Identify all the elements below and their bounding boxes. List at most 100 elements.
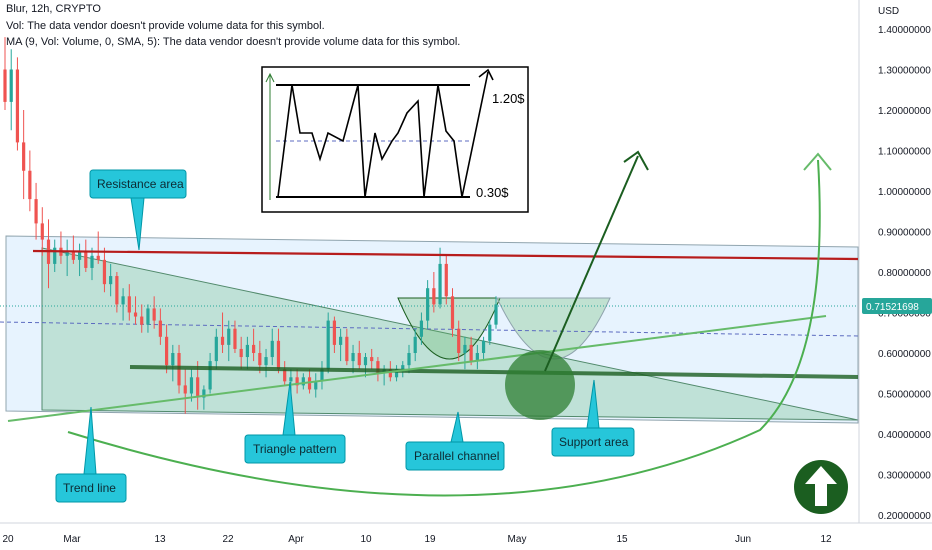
price-tick-label: 0.80000000 [878, 268, 931, 279]
candle-down [40, 223, 44, 240]
candle-up [53, 247, 57, 264]
candle-up [171, 353, 175, 366]
candle-down [196, 377, 200, 398]
candle-down [432, 288, 436, 305]
candle-up [314, 381, 318, 390]
candle-up [77, 251, 82, 260]
date-tick-label: Apr [288, 534, 304, 545]
callout-support[interactable]: Support area [551, 379, 635, 457]
trend-line [7, 315, 827, 422]
candle-down [252, 344, 256, 353]
candle-up [202, 389, 206, 398]
candle-down [15, 69, 20, 143]
price-tick-label: 0.60000000 [878, 349, 931, 360]
candle-up [264, 357, 268, 366]
candle-up [301, 377, 305, 386]
candle-down [158, 320, 162, 337]
rounding-bottom-curve [67, 159, 821, 497]
candle-down [357, 353, 361, 366]
candle-down [258, 353, 262, 366]
inset-arrowhead [478, 68, 494, 81]
candle-up [227, 328, 231, 345]
candle-up [189, 377, 194, 394]
projection-arrowhead [623, 150, 649, 171]
candle-down [133, 312, 138, 317]
candle-down [370, 357, 374, 362]
date-tick-label: Mar [63, 534, 81, 545]
callout-resistance-label: Resistance area [97, 177, 184, 191]
candle-up [9, 69, 13, 102]
candle-down [457, 328, 461, 353]
ma-note: MA (9, Vol: Volume, 0, SMA, 5): The data… [6, 36, 461, 48]
candle-down [376, 361, 380, 374]
price-tick-label: 0.20000000 [878, 511, 931, 522]
candle-down [276, 340, 281, 370]
date-ticks: 20 Mar 13 22 Apr 10 19 May 15 Jun 12 [2, 534, 832, 545]
candle-up [494, 304, 498, 325]
candle-down [71, 251, 75, 260]
candle-down [3, 69, 7, 102]
candle-up [208, 361, 212, 390]
date-tick-label: 20 [2, 534, 14, 545]
candle-down [450, 296, 455, 329]
callout-channel[interactable]: Parallel channel [405, 411, 505, 471]
candle-down [469, 344, 473, 362]
candle-up [363, 357, 368, 366]
candle-up [401, 365, 405, 370]
candle-up [481, 340, 486, 353]
candle-down [444, 263, 448, 297]
candle-down [96, 255, 100, 260]
candle-down [115, 276, 119, 305]
callout-channel-label: Parallel channel [414, 449, 499, 463]
candle-up [245, 344, 249, 358]
candle-up [90, 255, 94, 268]
support-line [129, 365, 859, 379]
candle-down [127, 296, 131, 313]
candle-up [488, 324, 492, 341]
candle-down [84, 251, 88, 268]
candle-up [320, 369, 324, 382]
candle-up [214, 336, 218, 362]
candle-down [233, 328, 237, 349]
price-tick-label: 1.10000000 [878, 147, 931, 158]
candle-up [326, 320, 330, 370]
callout-triangle[interactable]: Triangle pattern [244, 381, 346, 464]
inset-price-path [277, 71, 489, 198]
date-tick-label: 13 [154, 534, 166, 545]
candle-down [152, 308, 156, 321]
callout-triangle-label: Triangle pattern [253, 442, 337, 456]
candle-up [65, 251, 69, 256]
candles-group [3, 37, 498, 414]
candle-up [463, 344, 467, 353]
candle-down [220, 336, 225, 345]
date-tick-label: 19 [424, 534, 436, 545]
date-tick-label: Jun [735, 534, 751, 545]
candle-down [332, 320, 337, 345]
price-tick-label: 1.00000000 [878, 187, 931, 198]
candle-down [28, 170, 32, 200]
candle-up [289, 377, 293, 382]
current-price-text: 0.71521698 [866, 302, 919, 313]
candle-down [183, 385, 187, 394]
date-tick-label: 10 [360, 534, 372, 545]
callout-resistance[interactable]: Resistance area [89, 169, 187, 251]
callout-trend[interactable]: Trend line [55, 406, 127, 503]
candle-down [388, 369, 392, 378]
callout-support-label: Support area [559, 435, 629, 449]
price-tick-label: 0.50000000 [878, 390, 931, 401]
candle-up [419, 320, 424, 337]
price-tick-label: 1.40000000 [878, 25, 931, 36]
currency-label: USD [878, 6, 899, 17]
candle-up [475, 353, 479, 362]
candle-down [164, 336, 169, 366]
channel-band [5, 235, 859, 424]
candle-down [239, 348, 243, 358]
date-tick-label: 12 [820, 534, 832, 545]
support-circle [505, 350, 575, 420]
candle-down [34, 199, 38, 224]
date-tick-label: May [508, 534, 527, 545]
candle-up [146, 308, 150, 325]
cup-pattern-left [397, 297, 501, 360]
candle-up [109, 276, 113, 285]
